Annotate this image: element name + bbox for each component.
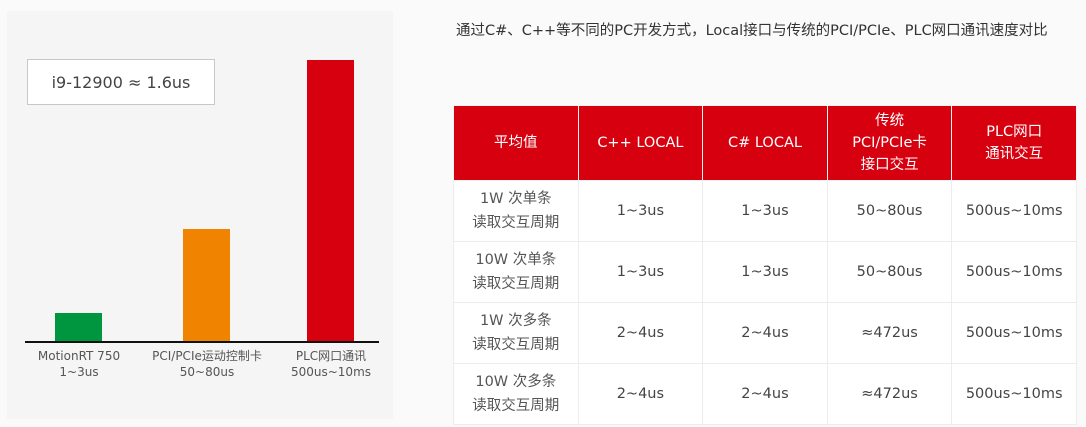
cell-line: 读取交互周期 [472, 215, 560, 231]
table-cell: ≈472us [826, 302, 953, 364]
cell-line: 接口交互 [860, 157, 919, 173]
chart-baseline [25, 341, 379, 343]
bar-motionrt [55, 313, 102, 342]
table-cell: 500us~10ms [951, 180, 1077, 242]
column-header: C# LOCAL [702, 105, 828, 181]
row-label: 1W 次多条 读取交互周期 [453, 302, 579, 364]
table-cell: 500us~10ms [951, 363, 1077, 425]
comparison-table: 平均值 C++ LOCAL C# LOCAL 传统 PCI/PCIe卡 接口交互 PLC网口… [453, 105, 1077, 425]
table-cell: 2~4us [577, 302, 704, 364]
bar-value: 500us~10ms [290, 365, 372, 379]
cell-line: 平均值 [494, 135, 538, 151]
table-cell: 2~4us [702, 302, 828, 364]
column-header: C++ LOCAL [577, 105, 704, 181]
table-row: 1W 次单条 读取交互周期 1~3us 1~3us 50~80us 500us~10ms [453, 180, 1077, 242]
bar-plc [307, 60, 354, 342]
bar-pci [183, 229, 230, 342]
bar-value: 1~3us [59, 365, 99, 379]
cell-line: PLC网口 [986, 124, 1043, 140]
cpu-note-box: i9-12900 ≈ 1.6us [27, 59, 215, 105]
table-cell: 500us~10ms [951, 241, 1077, 303]
cell-line: C++ LOCAL [597, 135, 684, 151]
table-cell: 1~3us [702, 241, 828, 303]
bar-label-plc: PLC网口通讯 500us~10ms [251, 348, 411, 380]
bar-name: PLC网口通讯 [295, 349, 367, 363]
table-row: 1W 次多条 读取交互周期 2~4us 2~4us ≈472us 500us~10ms [453, 302, 1077, 364]
table-cell: ≈472us [826, 363, 953, 425]
cell-line: 读取交互周期 [472, 337, 560, 353]
table-row: 10W 次单条 读取交互周期 1~3us 1~3us 50~80us 500us~10ms [453, 241, 1077, 303]
bar-value: 50~80us [179, 365, 235, 379]
column-header: 传统 PCI/PCIe卡 接口交互 [826, 105, 953, 181]
table-cell: 1~3us [577, 180, 704, 242]
table-cell: 500us~10ms [951, 302, 1077, 364]
column-header: PLC网口通讯交互 [951, 105, 1077, 181]
cell-line: 10W 次单条 [475, 252, 557, 268]
table-cell: 1~3us [702, 180, 828, 242]
table-cell: 50~80us [826, 241, 953, 303]
cell-line: PCI/PCIe卡 [852, 135, 927, 151]
bar-name: MotionRT 750 [37, 349, 121, 363]
table-row: 10W 次多条 读取交互周期 2~4us 2~4us ≈472us 500us~10ms [453, 363, 1077, 425]
cell-line: 1W 次多条 [479, 313, 552, 329]
cell-line: 10W 次多条 [475, 374, 557, 390]
row-label: 10W 次单条 读取交互周期 [453, 241, 579, 303]
row-label: 1W 次单条 读取交互周期 [453, 180, 579, 242]
cell-line: 读取交互周期 [472, 276, 560, 292]
cell-line: 1W 次单条 [479, 191, 552, 207]
table-cell: 1~3us [577, 241, 704, 303]
intro-text: 通过C#、C++等不同的PC开发方式，Local接口与传统的PCI/PCIe、P… [456, 23, 1048, 39]
cell-line: 通讯交互 [985, 146, 1044, 162]
column-header: 平均值 [453, 105, 579, 181]
row-label: 10W 次多条 读取交互周期 [453, 363, 579, 425]
table-cell: 2~4us [577, 363, 704, 425]
bar-label-motionrt: MotionRT 750 1~3us [0, 348, 159, 380]
cell-line: 读取交互周期 [472, 398, 560, 414]
table-cell: 50~80us [826, 180, 953, 242]
bar-name: PCI/PCIe运动控制卡 [152, 349, 262, 363]
cell-line: C# LOCAL [727, 135, 802, 151]
table-cell: 2~4us [702, 363, 828, 425]
bar-label-pci: PCI/PCIe运动控制卡 50~80us [127, 348, 287, 380]
cell-line: 传统 [875, 113, 905, 129]
